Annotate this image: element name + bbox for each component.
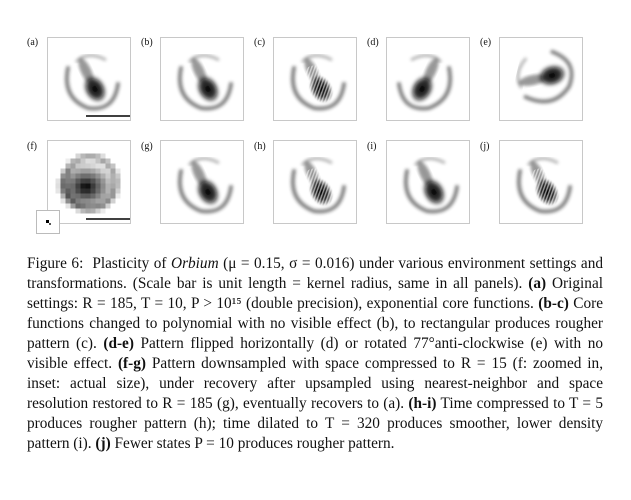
orbium-pattern (178, 54, 233, 111)
caption-text-de: Pattern flipped horizontally (d) or rota… (27, 335, 604, 372)
caption-params: (μ = 0.15, σ = 0.016) (223, 255, 355, 272)
panel-i (386, 140, 470, 224)
panel-label: (h) (254, 141, 266, 152)
caption-text-bc: Core functions changed to polynomial wit… (27, 295, 604, 352)
orbium-pattern (517, 157, 572, 214)
orbium-pattern (516, 49, 574, 104)
caption-text-hi: Time compressed to T = 5 produces roughe… (27, 395, 603, 452)
panel-label: (f) (27, 141, 37, 152)
panel-label: (b) (141, 37, 153, 48)
panel-label: (d) (367, 37, 379, 48)
panel-e (499, 37, 583, 121)
panel-label: (c) (254, 37, 266, 48)
panel-label: (j) (480, 141, 490, 152)
figure-caption: Figure 6: Plasticity of Orbium (μ = 0.15… (27, 254, 603, 454)
actual-size-inset (36, 210, 60, 234)
caption-prefix: Figure 6: (27, 255, 84, 272)
caption-text-j: Fewer states P = 10 produces rougher pat… (114, 435, 395, 452)
orbium-pattern (178, 157, 233, 214)
panel-label: (e) (480, 37, 492, 48)
panel-g (160, 140, 244, 224)
orbium-pattern (291, 157, 346, 214)
panel-c (273, 37, 357, 121)
panel-a (47, 37, 131, 121)
panel-d (386, 37, 470, 121)
panel-label: (i) (367, 141, 377, 152)
orbium-pattern (397, 54, 452, 111)
panel-label: (g) (141, 141, 153, 152)
inset-pattern (46, 220, 51, 225)
panel-label: (a) (27, 37, 39, 48)
caption-text: under various environment settings and t… (27, 255, 603, 292)
orbium-pattern (291, 54, 346, 111)
organism-name: Orbium (171, 255, 219, 272)
caption-label-hi: (h-i) (408, 395, 437, 412)
panel-b (160, 37, 244, 121)
caption-text: Plasticity of (92, 255, 167, 272)
orbium-pattern (65, 54, 130, 117)
caption-label-de: (d-e) (103, 335, 134, 352)
caption-text-fg: Pattern downsampled with space compresse… (27, 355, 604, 412)
panel-f (47, 140, 131, 224)
caption-label-j: (j) (95, 435, 111, 452)
orbium-pattern (55, 153, 130, 220)
caption-label-bc: (b-c) (538, 295, 569, 312)
panel-j (499, 140, 583, 224)
orbium-pattern (404, 157, 459, 214)
panel-h (273, 140, 357, 224)
caption-label-a: (a) (528, 275, 547, 292)
caption-text-a: Original settings: R = 185, T = 10, P > … (27, 275, 603, 312)
caption-label-fg: (f-g) (117, 355, 146, 372)
